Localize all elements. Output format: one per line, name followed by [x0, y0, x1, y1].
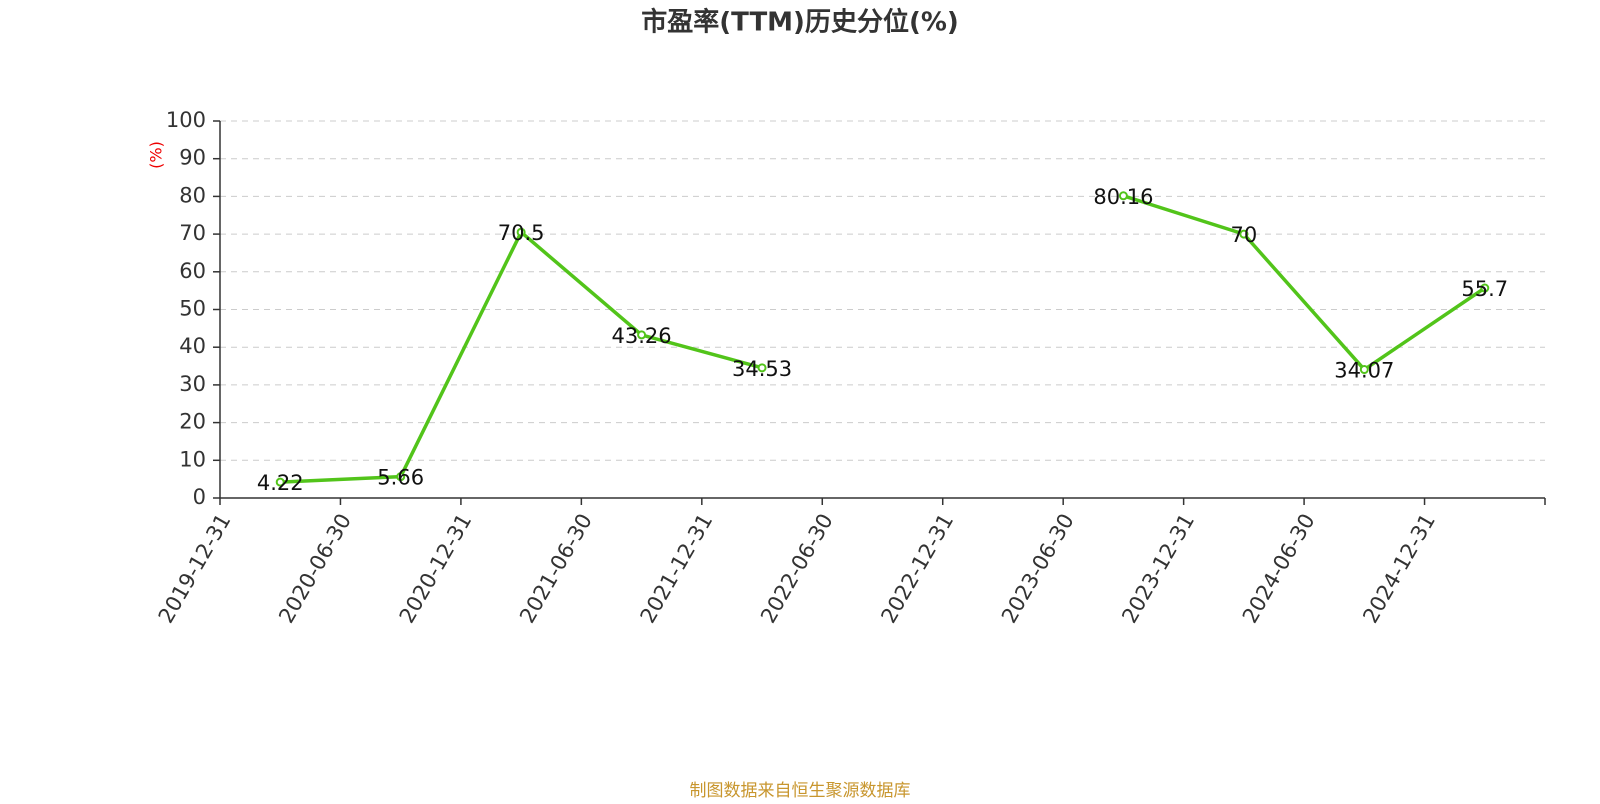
y-tick-label: 100 — [166, 108, 206, 132]
x-tick-label: 2024-06-30 — [1238, 510, 1320, 628]
x-tick-label: 2024-12-31 — [1358, 510, 1440, 628]
chart-title: 市盈率(TTM)历史分位(%) — [641, 7, 959, 38]
y-tick-label: 80 — [179, 183, 206, 207]
x-tick-label: 2023-06-30 — [997, 510, 1079, 628]
y-tick-label: 60 — [179, 259, 206, 283]
point — [516, 227, 526, 237]
point — [1239, 229, 1249, 239]
x-tick-label: 2021-06-30 — [515, 510, 597, 628]
point — [637, 330, 647, 340]
data-label: 34.07 — [1334, 359, 1394, 383]
point — [1359, 365, 1369, 375]
point — [1480, 283, 1490, 293]
data-label: 5.66 — [377, 466, 424, 490]
y-tick-label: 10 — [179, 447, 206, 471]
y-tick-label: 20 — [179, 410, 206, 434]
y-tick-label: 40 — [179, 334, 206, 358]
x-tick-label: 2020-06-30 — [274, 510, 356, 628]
x-tick-label: 2021-12-31 — [636, 510, 718, 628]
data-label: 34.53 — [732, 357, 792, 381]
data-label: 70 — [1230, 223, 1257, 247]
y-tick-label: 30 — [179, 372, 206, 396]
y-tick-label: 90 — [179, 146, 206, 170]
point — [1118, 191, 1128, 201]
y-tick-label: 50 — [179, 297, 206, 321]
point — [757, 363, 767, 373]
point — [275, 477, 285, 487]
x-tick-label: 2020-12-31 — [395, 510, 477, 628]
data-label: 55.7 — [1461, 277, 1508, 301]
x-tick-label: 2019-12-31 — [154, 510, 236, 628]
data-label: 70.5 — [498, 221, 545, 245]
series-line — [280, 194, 1486, 484]
y-tick-label: 0 — [193, 485, 206, 509]
x-tick-label: 2022-12-31 — [876, 510, 958, 628]
source-note: 制图数据来自恒生聚源数据库 — [690, 781, 911, 800]
data-label: 4.22 — [257, 471, 304, 495]
y-tick-label: 70 — [179, 221, 206, 245]
y-axis-label: (%) — [147, 141, 166, 169]
x-tick-label: 2022-06-30 — [756, 510, 838, 628]
x-tick-label: 2023-12-31 — [1117, 510, 1199, 628]
data-label: 43.26 — [612, 324, 672, 348]
point — [396, 472, 406, 482]
data-label: 80.16 — [1093, 185, 1153, 209]
